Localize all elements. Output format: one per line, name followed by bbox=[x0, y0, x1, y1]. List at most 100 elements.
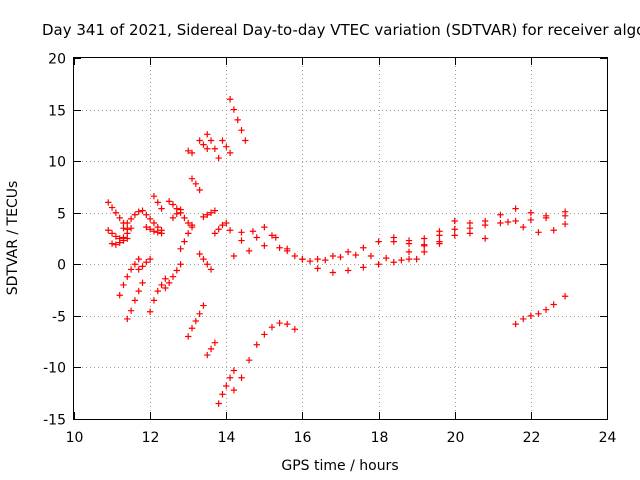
data-point bbox=[150, 219, 158, 227]
data-point bbox=[211, 339, 219, 346]
data-point bbox=[181, 238, 188, 245]
data-point bbox=[131, 261, 139, 268]
data-points bbox=[105, 96, 569, 407]
data-point bbox=[165, 279, 173, 287]
data-point bbox=[451, 217, 458, 225]
data-point bbox=[226, 149, 234, 157]
data-point bbox=[497, 219, 504, 227]
data-point bbox=[124, 235, 131, 242]
data-point bbox=[127, 224, 135, 232]
data-point bbox=[512, 205, 519, 212]
data-point bbox=[127, 307, 135, 314]
data-point bbox=[150, 297, 158, 304]
data-point bbox=[561, 293, 569, 300]
data-point bbox=[108, 240, 116, 247]
data-point bbox=[169, 201, 177, 208]
data-point bbox=[238, 237, 245, 244]
data-point bbox=[497, 211, 504, 218]
data-point bbox=[204, 145, 211, 152]
data-point bbox=[139, 207, 146, 214]
data-point bbox=[162, 275, 169, 282]
data-point bbox=[116, 292, 123, 299]
x-tick-label: 12 bbox=[142, 430, 160, 446]
data-point bbox=[226, 374, 234, 381]
data-point bbox=[192, 180, 200, 188]
data-point bbox=[124, 273, 131, 280]
y-tick-label: 15 bbox=[48, 104, 66, 120]
data-point bbox=[112, 241, 120, 248]
data-point bbox=[200, 302, 207, 309]
data-point bbox=[219, 221, 226, 229]
data-point bbox=[200, 141, 207, 148]
y-tick-labels: -15 -10 -5 0 5 10 15 20 bbox=[43, 52, 66, 429]
data-point bbox=[481, 235, 489, 242]
data-point bbox=[188, 175, 196, 182]
data-point bbox=[124, 315, 131, 323]
data-point bbox=[215, 400, 222, 407]
data-point bbox=[542, 306, 550, 313]
data-point bbox=[177, 245, 184, 253]
data-point bbox=[337, 253, 344, 261]
data-point bbox=[204, 261, 211, 268]
data-point bbox=[177, 206, 184, 213]
data-point bbox=[173, 267, 180, 274]
data-point bbox=[527, 216, 535, 224]
data-point bbox=[451, 226, 458, 233]
data-point bbox=[207, 137, 215, 144]
data-point bbox=[242, 137, 249, 144]
data-point bbox=[306, 257, 314, 265]
y-tick-label: 0 bbox=[57, 258, 66, 274]
data-point bbox=[139, 263, 146, 270]
data-point bbox=[150, 193, 158, 200]
data-point bbox=[223, 219, 230, 227]
data-point bbox=[116, 239, 123, 246]
data-point bbox=[520, 315, 527, 323]
data-point bbox=[207, 209, 215, 216]
data-point bbox=[234, 116, 241, 124]
data-point bbox=[177, 261, 184, 268]
data-point bbox=[322, 256, 329, 264]
data-point bbox=[261, 223, 268, 231]
data-point bbox=[108, 230, 116, 237]
data-point bbox=[504, 218, 512, 226]
data-point bbox=[375, 238, 382, 245]
x-tick-label: 16 bbox=[294, 430, 312, 446]
data-point bbox=[219, 137, 226, 144]
data-point bbox=[344, 248, 352, 256]
data-point bbox=[146, 255, 154, 263]
data-point bbox=[105, 227, 112, 234]
data-point bbox=[120, 237, 127, 244]
data-point bbox=[169, 273, 177, 280]
data-point bbox=[238, 229, 245, 236]
data-point bbox=[390, 238, 397, 245]
axis-ticks bbox=[74, 58, 608, 420]
data-point bbox=[154, 229, 161, 236]
data-point bbox=[230, 367, 238, 374]
data-point bbox=[421, 235, 428, 242]
data-point bbox=[512, 320, 519, 328]
data-point bbox=[185, 333, 192, 340]
data-point bbox=[535, 229, 542, 236]
y-tick-label: 20 bbox=[48, 52, 66, 68]
data-point bbox=[535, 310, 542, 317]
data-point bbox=[314, 255, 321, 263]
data-point bbox=[169, 214, 177, 222]
data-point bbox=[421, 248, 428, 256]
data-point bbox=[226, 96, 234, 103]
data-point bbox=[154, 199, 161, 206]
data-point bbox=[215, 154, 222, 162]
data-point bbox=[352, 251, 359, 259]
data-point bbox=[314, 265, 321, 272]
data-point bbox=[207, 345, 215, 353]
x-tick-label: 22 bbox=[523, 430, 541, 446]
data-point bbox=[158, 281, 165, 289]
data-point bbox=[158, 230, 165, 237]
data-point bbox=[299, 255, 306, 263]
data-point bbox=[215, 226, 222, 233]
data-point bbox=[527, 209, 535, 216]
data-point bbox=[143, 211, 150, 218]
data-point bbox=[466, 224, 474, 232]
data-point bbox=[139, 279, 146, 287]
data-point bbox=[143, 259, 150, 266]
